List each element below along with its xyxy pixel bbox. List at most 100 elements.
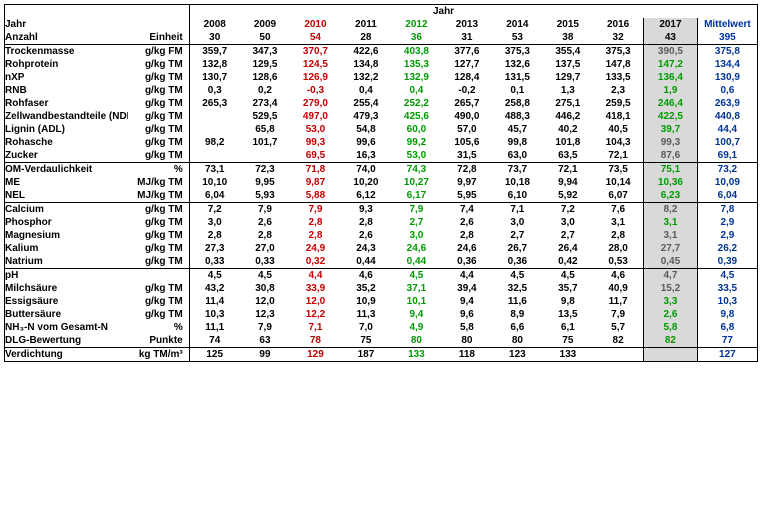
row-label: Essigsäure [5,295,129,308]
cell: 60,0 [391,123,441,136]
cell: 33,9 [290,282,340,295]
cell: 2,8 [290,216,340,229]
row-unit: g/kg TM [128,97,189,110]
row-unit [128,269,189,283]
cell: 126,9 [290,71,340,84]
cell: 5,88 [290,189,340,203]
cell: 279,0 [290,97,340,110]
cell: 30,8 [240,282,290,295]
cell: 8,9 [492,308,542,321]
cell: 5,93 [240,189,290,203]
table-row: MEMJ/kg TM10,109,959,8710,2010,279,9710,… [5,176,758,189]
cell: 2,8 [442,229,492,242]
cell: 65,8 [240,123,290,136]
cell: -0,3 [290,84,340,97]
cell-mw: 4,5 [697,269,757,283]
cell: 5,95 [442,189,492,203]
row-label: Trockenmasse [5,45,129,59]
header-count: 30 [189,31,239,45]
header-count: 32 [593,31,643,45]
cell-2017 [644,348,698,362]
row-unit: g/kg TM [128,282,189,295]
cell-mw: 127 [697,348,757,362]
cell: 2,8 [290,229,340,242]
cell: 3,0 [391,229,441,242]
cell: 72,8 [442,163,492,177]
cell: 370,7 [290,45,340,59]
cell: 2,8 [189,229,239,242]
cell: 43,2 [189,282,239,295]
row-label: Phosphor [5,216,129,229]
cell: 10,1 [391,295,441,308]
cell [189,123,239,136]
cell: 24,9 [290,242,340,255]
cell: 99,2 [391,136,441,149]
cell: 105,6 [442,136,492,149]
cell: 0,3 [189,84,239,97]
cell-2017: 136,4 [644,71,698,84]
cell: 497,0 [290,110,340,123]
cell-2017: 390,5 [644,45,698,59]
cell-2017: 147,2 [644,58,698,71]
cell: 39,4 [442,282,492,295]
row-unit: g/kg TM [128,123,189,136]
cell: 11,7 [593,295,643,308]
cell: 24,6 [442,242,492,255]
cell: 11,6 [492,295,542,308]
cell [189,149,239,163]
header-row-title: Jahr [5,5,758,19]
cell: 265,7 [442,97,492,110]
cell: 16,3 [341,149,391,163]
cell: 63 [240,334,290,348]
cell: 10,27 [391,176,441,189]
cell: 53,0 [290,123,340,136]
cell: 7,1 [492,203,542,217]
cell: 134,8 [341,58,391,71]
row-label: DLG-Bewertung [5,334,129,348]
cell: 147,8 [593,58,643,71]
cell: 4,6 [593,269,643,283]
cell: 0,1 [492,84,542,97]
cell: 72,3 [240,163,290,177]
table-row: Buttersäureg/kg TM10,312,312,211,39,49,6… [5,308,758,321]
cell: 130,7 [189,71,239,84]
cell: 132,8 [189,58,239,71]
cell: 7,2 [189,203,239,217]
cell: 252,2 [391,97,441,110]
row-unit: g/kg TM [128,58,189,71]
cell-mw: 6,04 [697,189,757,203]
cell: 24,3 [341,242,391,255]
cell: 259,5 [593,97,643,110]
cell [240,149,290,163]
cell: 74,0 [341,163,391,177]
cell-mw: 44,4 [697,123,757,136]
row-unit: % [128,321,189,334]
cell: 74,3 [391,163,441,177]
cell: 74 [189,334,239,348]
header-count: 53 [492,31,542,45]
table-row: nXPg/kg TM130,7128,6126,9132,2132,9128,4… [5,71,758,84]
cell: 6,6 [492,321,542,334]
cell: 10,20 [341,176,391,189]
cell: 490,0 [442,110,492,123]
cell: 0,36 [492,255,542,269]
cell: 375,3 [593,45,643,59]
cell: 4,6 [341,269,391,283]
cell: 0,32 [290,255,340,269]
header-row-anzahl: AnzahlEinheit30505428363153383243395 [5,31,758,45]
row-unit: g/kg FM [128,45,189,59]
table-row: DLG-BewertungPunkte746378758080807582827… [5,334,758,348]
cell: 9,87 [290,176,340,189]
table-row: Trockenmasseg/kg FM359,7347,3370,7422,64… [5,45,758,59]
cell: 355,4 [543,45,593,59]
cell: 99 [240,348,290,362]
cell: 104,3 [593,136,643,149]
cell: 0,2 [240,84,290,97]
cell: 6,12 [341,189,391,203]
table-row: Zellwandbestandteile (NDF)g/kg TM529,549… [5,110,758,123]
cell-2017: 39,7 [644,123,698,136]
cell: 4,4 [442,269,492,283]
cell: 6,1 [543,321,593,334]
cell: 124,5 [290,58,340,71]
cell: 2,7 [391,216,441,229]
